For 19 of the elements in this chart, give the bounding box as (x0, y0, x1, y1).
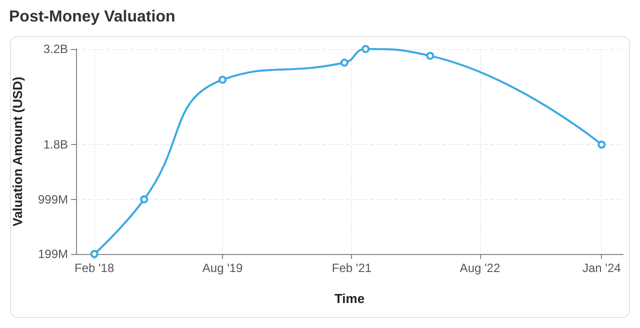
y-axis-title: Valuation Amount (USD) (10, 76, 25, 226)
y-tick-label: 1.8B (43, 138, 68, 152)
x-tick-label: Aug '22 (460, 261, 500, 275)
point (90, 250, 98, 258)
x-tick-label: Feb '18 (74, 261, 114, 275)
point (598, 140, 606, 149)
y-tick-label: 3.2B (43, 42, 68, 56)
point (362, 45, 370, 53)
point (340, 58, 348, 67)
x-tick-label: Aug '19 (202, 261, 244, 275)
x-axis-title: Time (334, 291, 365, 306)
point (218, 76, 227, 84)
point (140, 195, 148, 204)
point (426, 52, 434, 60)
x-tick-label: Jan '24 (582, 261, 622, 275)
chart-title: Post-Money Valuation (9, 8, 176, 26)
y-tick-label: 199M (38, 247, 68, 261)
y-tick-label: 999M (38, 192, 68, 206)
x-tick-label: Feb '21 (332, 261, 372, 275)
